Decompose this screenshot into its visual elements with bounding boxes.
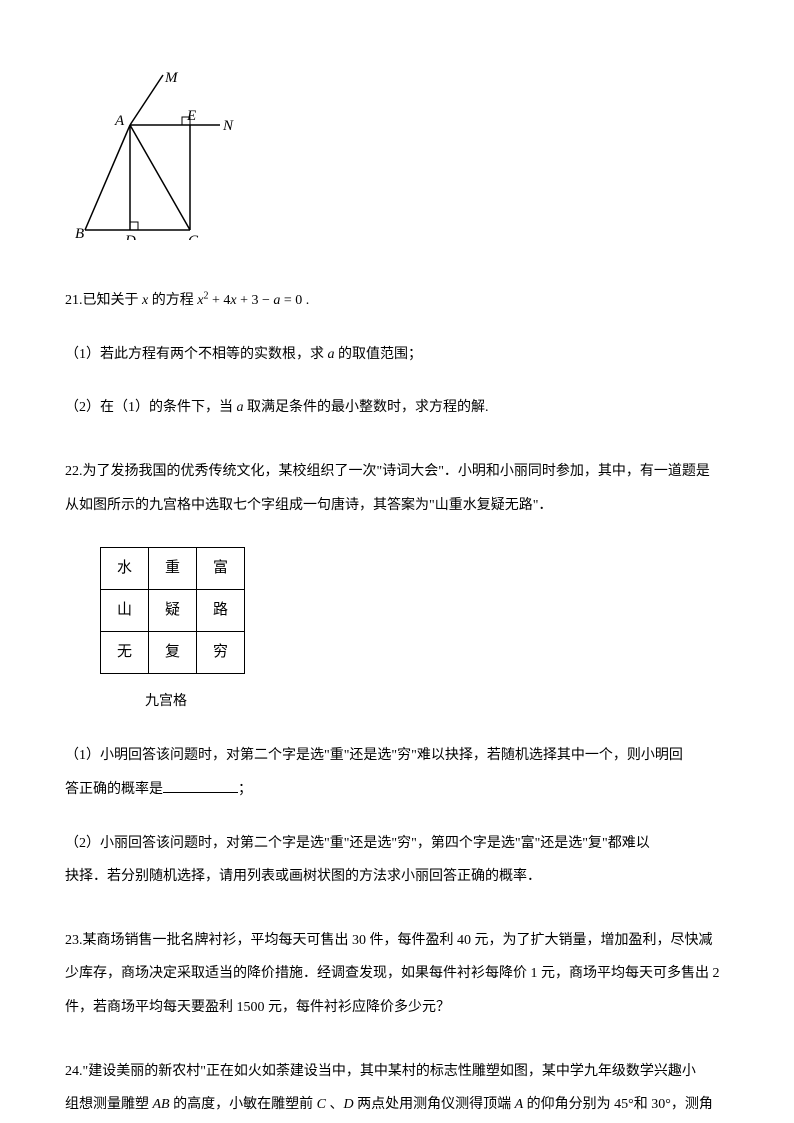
problem-number: 24. [65,1064,83,1079]
sub-text: （2）小丽回答该问题时，对第二个字是选"重"还是选"穷"，第四个字是选"富"还是… [65,836,650,851]
grid-cell: 水 [101,548,149,590]
problem-21-equation: 已知关于 x 的方程 x2 + 4x + 3 − a = 0 . [83,293,310,308]
grid-cell: 重 [149,548,197,590]
grid-cell: 富 [197,548,245,590]
grid-cell: 疑 [149,590,197,632]
fill-blank [163,779,238,793]
grid-cell: 穷 [197,632,245,674]
sub-text: ； [238,782,252,797]
problem-number: 23. [65,933,83,948]
stem-text: 少库存，商场决定采取适当的降价措施．经调查发现，如果每件衬衫每降价 1 元，商场… [65,966,720,981]
svg-text:C: C [188,233,199,240]
table-row: 水 重 富 [101,548,245,590]
svg-text:N: N [222,118,234,134]
svg-text:E: E [186,108,196,124]
sub-text: 答正确的概率是 [65,782,163,797]
problem-23-text: 23.某商场销售一批名牌衬衫，平均每天可售出 30 件，每件盈利 40 元，为了… [65,924,729,1025]
grid-cell: 山 [101,590,149,632]
problem-23: 23.某商场销售一批名牌衬衫，平均每天可售出 30 件，每件盈利 40 元，为了… [65,924,729,1025]
problem-24: 24."建设美丽的新农村"正在如火如荼建设当中，其中某村的标志性雕塑如图，某中学… [65,1055,729,1122]
problem-21-stem: 21.已知关于 x 的方程 x2 + 4x + 3 − a = 0 . [65,284,729,318]
triangle-figure: M A E N B D C [75,70,729,249]
stem-text: 从如图所示的九宫格中选取七个字组成一句唐诗，其答案为"山重水复疑无路"． [65,498,552,513]
grid-cell: 路 [197,590,245,632]
svg-text:M: M [164,70,179,86]
svg-text:B: B [75,226,84,240]
table-row: 山 疑 路 [101,590,245,632]
problem-21-sub1: （1）若此方程有两个不相等的实数根，求 a 的取值范围； [65,338,729,372]
stem-text: "建设美丽的新农村"正在如火如荼建设当中，其中某村的标志性雕塑如图，某中学九年级… [83,1064,696,1079]
problem-22-stem: 22.为了发扬我国的优秀传统文化，某校组织了一次"诗词大会"．小明和小丽同时参加… [65,455,729,522]
problem-21-sub2: （2）在（1）的条件下，当 a 取满足条件的最小整数时，求方程的解. [65,391,729,425]
problem-22: 22.为了发扬我国的优秀传统文化，某校组织了一次"诗词大会"．小明和小丽同时参加… [65,455,729,894]
grid-cell: 无 [101,632,149,674]
table-row: 无 复 穷 [101,632,245,674]
sub-text: （1）小明回答该问题时，对第二个字是选"重"还是选"穷"难以抉择，若随机选择其中… [65,748,683,763]
nine-grid-table: 水 重 富 山 疑 路 无 复 穷 [100,547,245,674]
stem-text: 某商场销售一批名牌衬衫，平均每天可售出 30 件，每件盈利 40 元，为了扩大销… [83,933,713,948]
problem-21: 21.已知关于 x 的方程 x2 + 4x + 3 − a = 0 . （1）若… [65,284,729,425]
svg-text:D: D [124,233,136,240]
problem-22-sub1: （1）小明回答该问题时，对第二个字是选"重"还是选"穷"难以抉择，若随机选择其中… [65,739,729,806]
grid-caption: 九宫格 [145,689,729,714]
problem-24-text: 24."建设美丽的新农村"正在如火如荼建设当中，其中某村的标志性雕塑如图，某中学… [65,1055,729,1122]
problem-number: 22. [65,464,83,479]
sub-text: 抉择．若分别随机选择，请用列表或画树状图的方法求小丽回答正确的概率． [65,869,541,884]
grid-cell: 复 [149,632,197,674]
stem-text: 组想测量雕塑 AB 的高度，小敏在雕塑前 C 、D 两点处用测角仪测得顶端 A … [65,1097,713,1112]
stem-text: 为了发扬我国的优秀传统文化，某校组织了一次"诗词大会"．小明和小丽同时参加，其中… [83,464,710,479]
problem-number: 21. [65,293,83,308]
svg-text:A: A [114,113,125,129]
problem-22-sub2: （2）小丽回答该问题时，对第二个字是选"重"还是选"穷"，第四个字是选"富"还是… [65,827,729,894]
stem-text: 件，若商场平均每天要盈利 1500 元，每件衬衫应降价多少元？ [65,1000,450,1015]
